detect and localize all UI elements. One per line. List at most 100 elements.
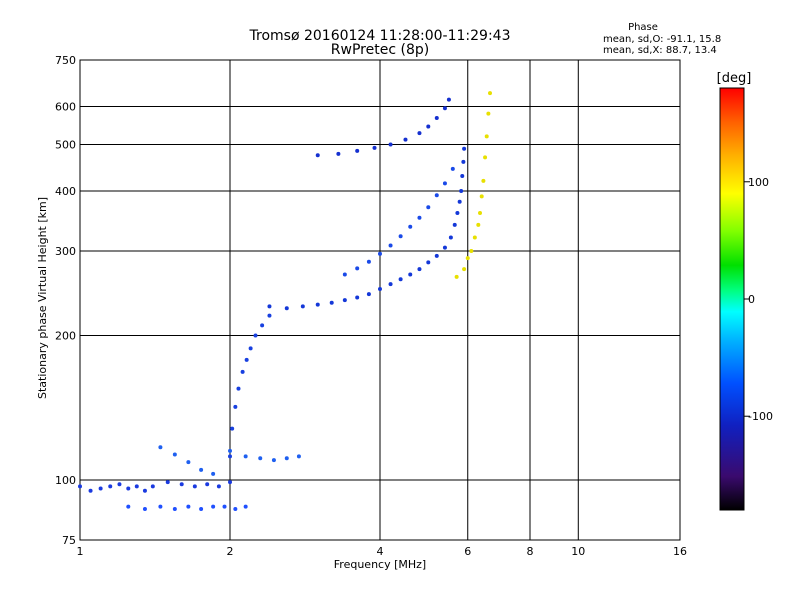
data-point [117, 482, 122, 487]
data-point [342, 298, 347, 303]
data-point [465, 256, 470, 261]
data-point [126, 504, 131, 509]
x-tick-label: 2 [227, 545, 234, 558]
data-point [284, 306, 289, 311]
data-point [378, 251, 382, 256]
x-tick-label: 1 [77, 545, 84, 558]
y-tick-label: 200 [55, 330, 76, 343]
y-tick-label: 400 [55, 185, 76, 198]
data-point [315, 153, 320, 158]
data-point [355, 295, 360, 300]
data-point [388, 142, 393, 147]
y-tick-label: 500 [55, 139, 76, 152]
data-point [417, 267, 422, 272]
colorbar-tick-label: 0 [748, 293, 755, 306]
data-point [172, 507, 177, 512]
y-tick-label: 100 [55, 474, 76, 487]
data-point [469, 249, 474, 254]
data-point [426, 205, 431, 210]
data-point [355, 266, 360, 271]
data-point [366, 259, 371, 264]
data-point [408, 224, 413, 229]
data-point [372, 145, 377, 150]
chart-title: Tromsø 20160124 11:28:00-11:29:43 [249, 28, 511, 44]
data-point [426, 124, 431, 129]
y-axis-label: Stationary phase Virtual Height [km] [36, 197, 49, 399]
data-point [426, 260, 431, 265]
data-point [150, 484, 155, 489]
stats-heading: Phase [628, 22, 658, 33]
data-point [479, 194, 484, 199]
data-point [355, 148, 360, 153]
data-point [205, 482, 210, 487]
y-tick-label: 600 [55, 101, 76, 114]
data-point [88, 488, 93, 493]
data-point [378, 287, 382, 292]
x-axis-label: Frequency [MHz] [334, 558, 426, 571]
data-point [258, 456, 263, 461]
data-point [457, 199, 462, 204]
data-point [240, 369, 245, 374]
colorbar-tick-label: -100 [748, 410, 773, 423]
data-point [216, 484, 221, 489]
data-point [462, 146, 467, 151]
data-point [366, 292, 371, 297]
data-point [454, 274, 459, 279]
data-point [408, 272, 413, 277]
data-point [481, 178, 486, 183]
data-point [248, 346, 253, 351]
data-point [478, 211, 483, 216]
x-axis: 1 2 4 6 8 10 16 [77, 545, 688, 558]
data-point [165, 480, 170, 485]
grid [80, 60, 680, 540]
data-point [488, 91, 493, 96]
data-point [236, 386, 241, 391]
data-point [134, 484, 139, 489]
colorbar-ticks: 100 0 -100 [744, 176, 773, 423]
data-point [388, 243, 393, 248]
data-point [271, 458, 276, 463]
data-point [462, 267, 467, 272]
data-point [484, 134, 489, 139]
data-point [126, 486, 131, 491]
data-point [211, 504, 216, 509]
data-point [186, 460, 191, 465]
data-point [108, 484, 113, 489]
data-point [244, 357, 249, 362]
data-point [434, 253, 439, 258]
x-tick-label: 10 [571, 545, 585, 558]
colorbar [719, 87, 745, 511]
data-point [78, 484, 82, 489]
data-point [142, 488, 147, 493]
data-point [243, 504, 248, 509]
data-point [267, 313, 272, 318]
colorbar-tick-label: 100 [748, 176, 769, 189]
data-point [243, 454, 248, 459]
data-point [199, 467, 204, 472]
data-point [199, 507, 204, 512]
data-point [486, 111, 491, 116]
data-point [233, 507, 238, 512]
data-point [98, 486, 103, 491]
data-point [142, 507, 147, 512]
data-point [158, 445, 163, 450]
data-point [230, 426, 235, 431]
data-point [460, 173, 465, 178]
data-point [403, 137, 408, 142]
data-point [450, 166, 455, 171]
data-point [172, 452, 177, 457]
stats-line-o: mean, sd,O: -91.1, 15.8 [603, 34, 721, 45]
data-point [284, 456, 289, 461]
chart-subtitle: RwPretec (8p) [331, 42, 429, 58]
y-tick-label: 300 [55, 245, 76, 258]
data-point [253, 333, 258, 338]
data-point [300, 304, 305, 309]
data-point [260, 323, 265, 328]
data-points [78, 91, 493, 512]
data-point [315, 302, 320, 307]
y-tick-label: 750 [55, 54, 76, 67]
data-point [483, 155, 488, 160]
data-point [461, 159, 466, 164]
data-point [336, 151, 341, 156]
data-point [417, 215, 422, 220]
